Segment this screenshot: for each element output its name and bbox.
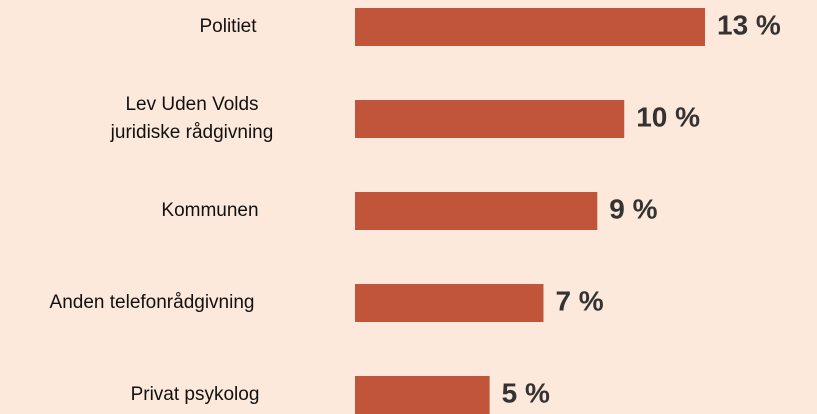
value-label: 9 % [609, 193, 657, 224]
category-label: Privat psykolog [131, 384, 260, 405]
value-label: 7 % [555, 285, 603, 316]
category-label: Lev Uden Volds [125, 94, 258, 115]
category-label: Kommunen [161, 200, 258, 221]
bar [355, 376, 490, 414]
category-label: Anden telefonrådgivning [50, 292, 255, 313]
bar [355, 100, 625, 138]
value-label: 13 % [717, 9, 781, 40]
bar [355, 8, 705, 46]
category-label: juridiske rådgivning [110, 122, 274, 143]
value-label: 10 % [636, 101, 700, 132]
category-label: Politiet [199, 16, 257, 37]
value-label: 5 % [502, 377, 550, 408]
bar [355, 192, 598, 230]
bar [355, 284, 544, 322]
